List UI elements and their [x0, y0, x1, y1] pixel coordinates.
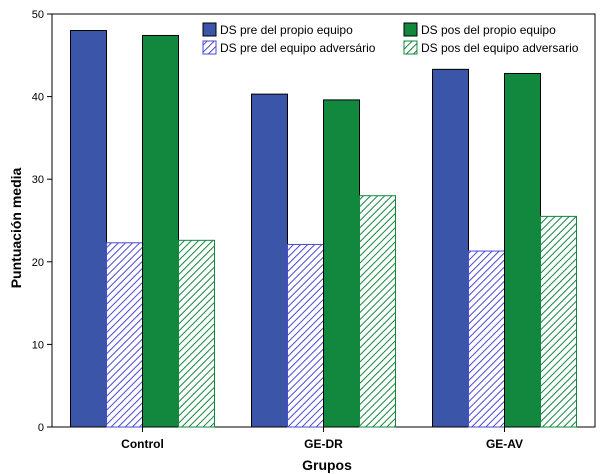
y-tick-label: 20 — [32, 257, 44, 269]
bar-ge-dr-series-2 — [287, 243, 324, 428]
axes-group: 0 10 20 30 40 50 Control GE-DR GE-AV — [32, 9, 523, 451]
x-tick-label: GE-AV — [486, 437, 523, 451]
legend-label: DS pos del propio equipo — [421, 23, 556, 37]
bar-control-series-3 — [142, 34, 179, 428]
bar-ge-av-series-2 — [468, 250, 505, 428]
y-tick-label: 50 — [32, 9, 44, 21]
bar-ge-av-series-4 — [540, 215, 577, 428]
legend-swatch — [403, 22, 418, 37]
x-axis-title: Grupos — [302, 457, 352, 473]
legend-label: DS pos del equipo adversario — [421, 41, 579, 55]
y-axis-title: Puntuación media — [8, 168, 24, 289]
bar-ge-dr-series-1 — [251, 93, 288, 428]
bar-control-series-2 — [106, 242, 143, 428]
legend: DS pre del propio equipo DS pre del equip… — [202, 22, 579, 55]
legend-swatch — [403, 40, 418, 55]
bar-ge-dr-series-3 — [323, 99, 360, 428]
bar-ge-dr-series-4 — [359, 195, 396, 428]
y-tick-label: 40 — [32, 92, 44, 104]
bars-group — [70, 30, 577, 428]
bar-control-series-1 — [70, 30, 107, 428]
legend-label: DS pre del propio equipo — [220, 23, 353, 37]
bar-ge-av-series-3 — [504, 72, 541, 428]
y-tick-label: 10 — [32, 339, 44, 351]
x-tick-label: GE-DR — [304, 437, 343, 451]
y-tick-label: 30 — [32, 174, 44, 186]
legend-label: DS pre del equipo adversário — [220, 41, 376, 55]
legend-swatch — [202, 22, 217, 37]
bar-control-series-4 — [178, 239, 215, 428]
bar-ge-av-series-1 — [432, 68, 469, 428]
y-tick-label: 0 — [38, 422, 44, 434]
legend-swatch — [202, 40, 217, 55]
x-tick-label: Control — [121, 437, 164, 451]
